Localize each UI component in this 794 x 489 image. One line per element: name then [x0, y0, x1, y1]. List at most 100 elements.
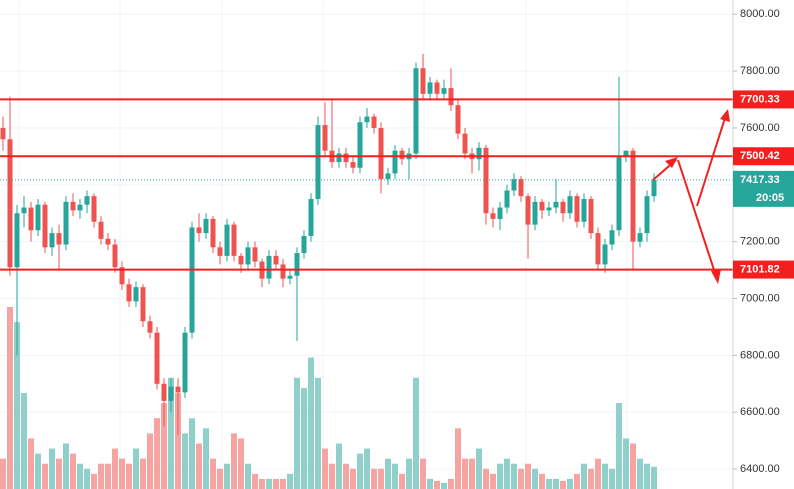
candle-body	[14, 213, 20, 268]
candle-body	[385, 173, 391, 180]
volume-bar	[602, 463, 608, 489]
volume-bar	[182, 433, 188, 489]
volume-bar	[161, 403, 167, 489]
candle-body	[126, 284, 132, 302]
volume-bar	[406, 458, 412, 489]
current-price-badge	[733, 170, 794, 207]
candle-body	[448, 88, 454, 106]
volume-bar	[210, 458, 216, 489]
volume-bar	[56, 458, 62, 489]
y-tick-label: 6600.00	[740, 406, 780, 418]
candle-body	[504, 190, 510, 208]
candle-body	[483, 147, 489, 214]
candle-body	[21, 207, 27, 214]
candle-body	[252, 247, 258, 262]
volume-bar	[266, 478, 272, 489]
volume-bar	[581, 463, 587, 489]
candle-body	[217, 247, 223, 256]
volume-bar	[7, 307, 13, 489]
candle-body	[147, 321, 153, 333]
volume-bar	[623, 438, 629, 489]
volume-bar	[70, 453, 76, 489]
volume-bar	[616, 403, 622, 489]
candle-body	[336, 153, 342, 163]
candle-body	[574, 196, 580, 222]
volume-bar	[378, 468, 384, 489]
volume-bar	[476, 448, 482, 489]
volume-bar	[105, 463, 111, 489]
candle-body	[182, 332, 188, 393]
candle-body	[427, 82, 433, 94]
volume-bar	[315, 377, 321, 489]
candle-body	[588, 199, 594, 234]
candle-body	[238, 255, 244, 265]
volume-bar	[357, 453, 363, 489]
candle-body	[539, 201, 545, 211]
candle-body	[644, 196, 650, 234]
volume-bar	[196, 443, 202, 489]
candle-body	[98, 221, 104, 239]
volume-bar	[511, 463, 517, 489]
volume-bar	[427, 478, 433, 489]
candle-body	[420, 68, 426, 94]
volume-bar	[189, 418, 195, 489]
volume-bar	[322, 448, 328, 489]
arrow-segment	[677, 159, 717, 277]
candle-body	[616, 156, 622, 231]
candle-body	[511, 179, 517, 191]
y-tick-label: 8000.00	[740, 8, 780, 20]
volume-bar	[637, 458, 643, 489]
candle-body	[413, 68, 419, 154]
candle-body	[553, 201, 559, 208]
volume-bar	[28, 438, 34, 489]
volume-bar	[154, 418, 160, 489]
levels	[0, 98, 733, 271]
volume-bar	[287, 473, 293, 489]
candle-body	[301, 235, 307, 254]
volume-bar	[147, 433, 153, 489]
candle-body	[245, 247, 251, 265]
arrows	[652, 109, 730, 284]
arrow-head	[711, 269, 721, 284]
volume-bar	[539, 473, 545, 489]
candle-body	[91, 196, 97, 222]
level-label: 7101.82	[740, 263, 780, 275]
candle-body	[609, 230, 615, 245]
volume-bar	[609, 468, 615, 489]
candle-body	[518, 179, 524, 197]
volume-bar	[644, 463, 650, 489]
volume-bar	[14, 322, 20, 489]
volume-bar	[560, 480, 566, 489]
volume-bar	[245, 463, 251, 489]
candle-body	[161, 383, 167, 401]
candle-body	[210, 218, 216, 248]
volume-bar	[553, 478, 559, 489]
candle-body	[35, 204, 41, 231]
candle-body	[112, 244, 118, 268]
countdown-label: 20:05	[756, 192, 784, 204]
candle-body	[196, 227, 202, 234]
candle-body	[455, 105, 461, 134]
volume-bar	[385, 458, 391, 489]
volume-bar	[490, 473, 496, 489]
candle-body	[602, 244, 608, 265]
arrow-segment	[696, 117, 726, 207]
candle-body	[154, 332, 160, 384]
volume-bar	[343, 463, 349, 489]
volume-bar	[273, 478, 279, 489]
volume-bar	[224, 463, 230, 489]
volume-bar	[84, 468, 90, 489]
candle-body	[392, 150, 398, 174]
candle-body	[63, 201, 69, 245]
volume-bar	[203, 428, 209, 489]
candle-body	[280, 264, 286, 279]
arrow-head	[665, 157, 678, 168]
arrow-head	[720, 109, 730, 122]
candle-body	[581, 199, 587, 222]
volume-bar	[434, 480, 440, 489]
volume-bar	[98, 463, 104, 489]
candle-body	[525, 196, 531, 225]
volume-bar	[0, 458, 6, 489]
volume-bar	[77, 463, 83, 489]
volume-bar	[483, 468, 489, 489]
